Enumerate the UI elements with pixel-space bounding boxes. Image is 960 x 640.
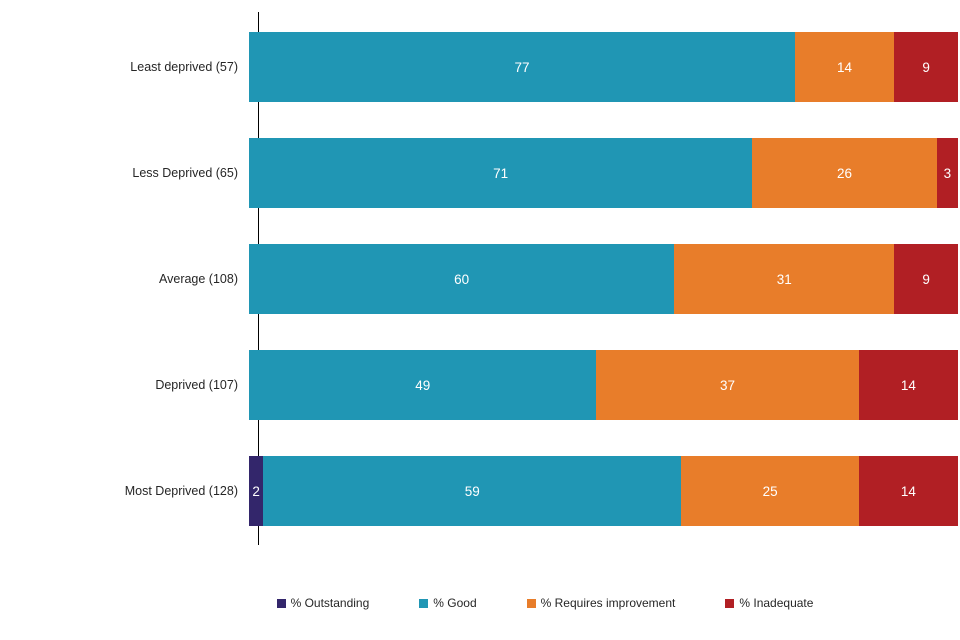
legend-swatch [419,598,429,608]
chart-row: Most Deprived (128) 2 59 25 14 [0,456,958,526]
bar-segment: 26 [752,138,937,208]
bar-segment: 31 [674,244,895,314]
bar-segment: 14 [858,456,958,526]
legend-label: % Outstanding [290,596,370,610]
category-label: Most Deprived (128) [124,484,238,498]
bar-track: 49 37 14 [249,350,958,420]
legend-item: % Inadequate [725,596,813,610]
bar-segment: 14 [794,32,895,102]
chart-rows: Least deprived (57) 77 14 9 Less Deprived (6… [0,32,958,526]
bar-segment: 71 [249,138,753,208]
legend-item: % Outstanding [276,596,370,610]
category-label: Deprived (107) [155,378,238,392]
chart-row: Deprived (107) 49 37 14 [0,350,958,420]
chart-row: Least deprived (57) 77 14 9 [0,32,958,102]
legend-swatch [276,598,286,608]
category-label: Less Deprived (65) [132,166,238,180]
bar-segment: 9 [894,244,958,314]
bar-segment: 77 [249,32,795,102]
bar-track: 71 26 3 [249,138,958,208]
legend-label: % Inadequate [739,596,814,610]
legend-swatch [725,598,735,608]
category-label: Least deprived (57) [130,60,238,74]
legend-swatch [526,598,536,608]
legend-item: % Requires improvement [526,596,676,610]
legend: % Outstanding % Good % Requires improvemen… [0,596,960,610]
bar-segment: 49 [249,350,597,420]
bar-track: 2 59 25 14 [249,456,958,526]
bar-track: 60 31 9 [249,244,958,314]
bar-segment: 2 [249,456,264,526]
bar-segment: 25 [681,456,859,526]
legend-label: % Good [433,596,477,610]
legend-label: % Requires improvement [540,596,676,610]
bar-segment: 59 [263,456,682,526]
category-label: Average (108) [159,272,238,286]
bar-segment: 9 [894,32,958,102]
chart-row: Less Deprived (65) 71 26 3 [0,138,958,208]
bar-segment: 37 [596,350,859,420]
chart-row: Average (108) 60 31 9 [0,244,958,314]
bar-segment: 14 [858,350,958,420]
bar-segment: 60 [249,244,675,314]
legend-item: % Good [419,596,477,610]
bar-segment: 3 [936,138,958,208]
bar-track: 77 14 9 [249,32,958,102]
